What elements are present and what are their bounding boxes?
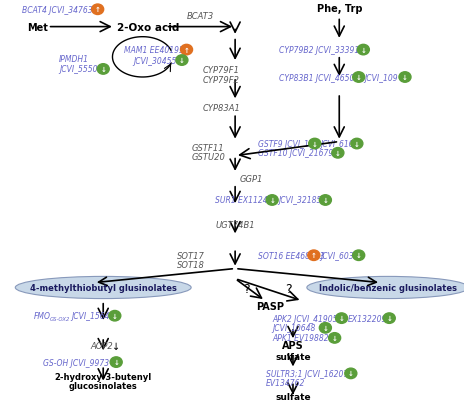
- Circle shape: [181, 45, 192, 55]
- Text: CYP79B2 JCVI_33391: CYP79B2 JCVI_33391: [279, 46, 359, 55]
- Text: ↓: ↓: [354, 141, 360, 147]
- Text: ↓: ↓: [386, 315, 392, 321]
- Text: ↓: ↓: [322, 198, 328, 203]
- Text: glucosinolates: glucosinolates: [69, 381, 137, 390]
- Circle shape: [399, 72, 411, 83]
- Circle shape: [351, 139, 363, 149]
- Text: JCVI_15640: JCVI_15640: [71, 311, 114, 320]
- Ellipse shape: [307, 277, 469, 299]
- Ellipse shape: [15, 277, 191, 299]
- Text: SOT16 EE468053: SOT16 EE468053: [258, 251, 325, 260]
- Circle shape: [353, 250, 365, 261]
- Text: 4-methylthiobutyl glusinolates: 4-methylthiobutyl glusinolates: [30, 283, 177, 292]
- Text: ?: ?: [243, 283, 250, 296]
- Text: ?: ?: [285, 283, 292, 296]
- Text: ↓: ↓: [112, 341, 120, 351]
- Text: ↓: ↓: [360, 47, 366, 53]
- Circle shape: [266, 195, 278, 206]
- Text: GS-OX2: GS-OX2: [50, 316, 70, 321]
- Text: CYP79F1: CYP79F1: [203, 66, 240, 75]
- Text: ↓: ↓: [100, 67, 106, 73]
- Circle shape: [319, 323, 331, 333]
- Text: APS: APS: [282, 340, 304, 350]
- Circle shape: [309, 139, 321, 149]
- Text: FMO: FMO: [34, 311, 51, 320]
- Text: SOT17: SOT17: [177, 251, 205, 260]
- Text: MAM1 EE401951: MAM1 EE401951: [124, 46, 189, 55]
- Text: GSTF11: GSTF11: [191, 144, 224, 153]
- Text: ↓: ↓: [269, 198, 275, 203]
- Circle shape: [336, 313, 347, 324]
- Text: sulfate: sulfate: [275, 352, 311, 361]
- Text: ↓: ↓: [332, 335, 337, 341]
- Text: SULTR3;1 JCVI_16207: SULTR3;1 JCVI_16207: [266, 369, 348, 378]
- Text: ↓: ↓: [402, 75, 408, 81]
- Circle shape: [319, 195, 331, 206]
- Text: ↑: ↑: [311, 253, 317, 258]
- Text: GSTU20: GSTU20: [191, 153, 225, 162]
- Circle shape: [353, 72, 365, 83]
- Text: ↓: ↓: [356, 253, 362, 258]
- Text: APK1 EV198826: APK1 EV198826: [272, 334, 334, 343]
- Text: IPMDH1: IPMDH1: [59, 55, 89, 64]
- Text: BCAT4 JCVI_34763: BCAT4 JCVI_34763: [22, 6, 93, 15]
- Circle shape: [176, 55, 188, 66]
- Circle shape: [383, 313, 395, 324]
- Circle shape: [345, 368, 357, 379]
- Text: 2-Oxo acid: 2-Oxo acid: [117, 23, 180, 32]
- Text: CYP83B1 JCVI_4650: CYP83B1 JCVI_4650: [279, 73, 355, 82]
- Text: SUR1 EX112446: SUR1 EX112446: [215, 196, 278, 205]
- Text: ↑: ↑: [183, 47, 190, 53]
- Text: Phe, Trp: Phe, Trp: [317, 4, 362, 14]
- Text: GGP1: GGP1: [240, 175, 263, 183]
- Text: Met: Met: [27, 23, 48, 32]
- Text: ↓: ↓: [348, 371, 354, 376]
- Text: JCVI_30455: JCVI_30455: [133, 56, 177, 65]
- Circle shape: [91, 5, 104, 15]
- Text: BCAT3: BCAT3: [187, 12, 214, 21]
- Text: 2-hydroxy-3-butenyl: 2-hydroxy-3-butenyl: [55, 372, 152, 381]
- Text: AOP2: AOP2: [90, 341, 113, 351]
- Text: ↓: ↓: [335, 150, 341, 156]
- Text: ↓: ↓: [322, 325, 328, 331]
- Circle shape: [328, 333, 341, 343]
- Text: APK2 JCVI_41905: APK2 JCVI_41905: [272, 314, 337, 323]
- Text: CYP79F2: CYP79F2: [203, 75, 240, 84]
- Text: GS-OH JCVI_9973: GS-OH JCVI_9973: [43, 358, 109, 367]
- Circle shape: [109, 311, 121, 321]
- Text: ↓: ↓: [112, 313, 118, 319]
- Text: PASP: PASP: [256, 301, 284, 311]
- Text: SOT18: SOT18: [177, 260, 205, 269]
- Text: ↓: ↓: [312, 141, 318, 147]
- Text: ↓: ↓: [179, 58, 185, 64]
- Text: ↑: ↑: [95, 7, 100, 13]
- Circle shape: [357, 45, 369, 55]
- Text: GSTF9 JCVI_129: GSTF9 JCVI_129: [258, 140, 319, 149]
- Text: UGT74B1: UGT74B1: [215, 220, 255, 229]
- Text: JCVI_10648: JCVI_10648: [272, 324, 316, 333]
- Text: ↓: ↓: [338, 315, 345, 321]
- Text: JCVI_32185: JCVI_32185: [278, 196, 321, 205]
- Text: JCVI_5550: JCVI_5550: [59, 65, 98, 74]
- Text: ↓: ↓: [113, 359, 119, 365]
- Text: sulfate: sulfate: [275, 392, 311, 401]
- Text: EV134762: EV134762: [266, 378, 306, 387]
- Text: ↓: ↓: [356, 75, 362, 81]
- Text: CYP83A1: CYP83A1: [203, 104, 241, 113]
- Text: Indolic/benzenic glusinolates: Indolic/benzenic glusinolates: [319, 283, 457, 292]
- Text: GSTF10 JCVI_21679: GSTF10 JCVI_21679: [258, 149, 334, 158]
- Circle shape: [308, 250, 320, 261]
- Circle shape: [110, 357, 122, 367]
- Circle shape: [332, 148, 344, 159]
- Text: JCVI_6034: JCVI_6034: [320, 251, 358, 260]
- Text: JCVI_610: JCVI_610: [321, 140, 355, 149]
- Text: EX132209: EX132209: [347, 314, 387, 323]
- Text: JCVI_109: JCVI_109: [365, 73, 398, 82]
- Circle shape: [97, 64, 109, 75]
